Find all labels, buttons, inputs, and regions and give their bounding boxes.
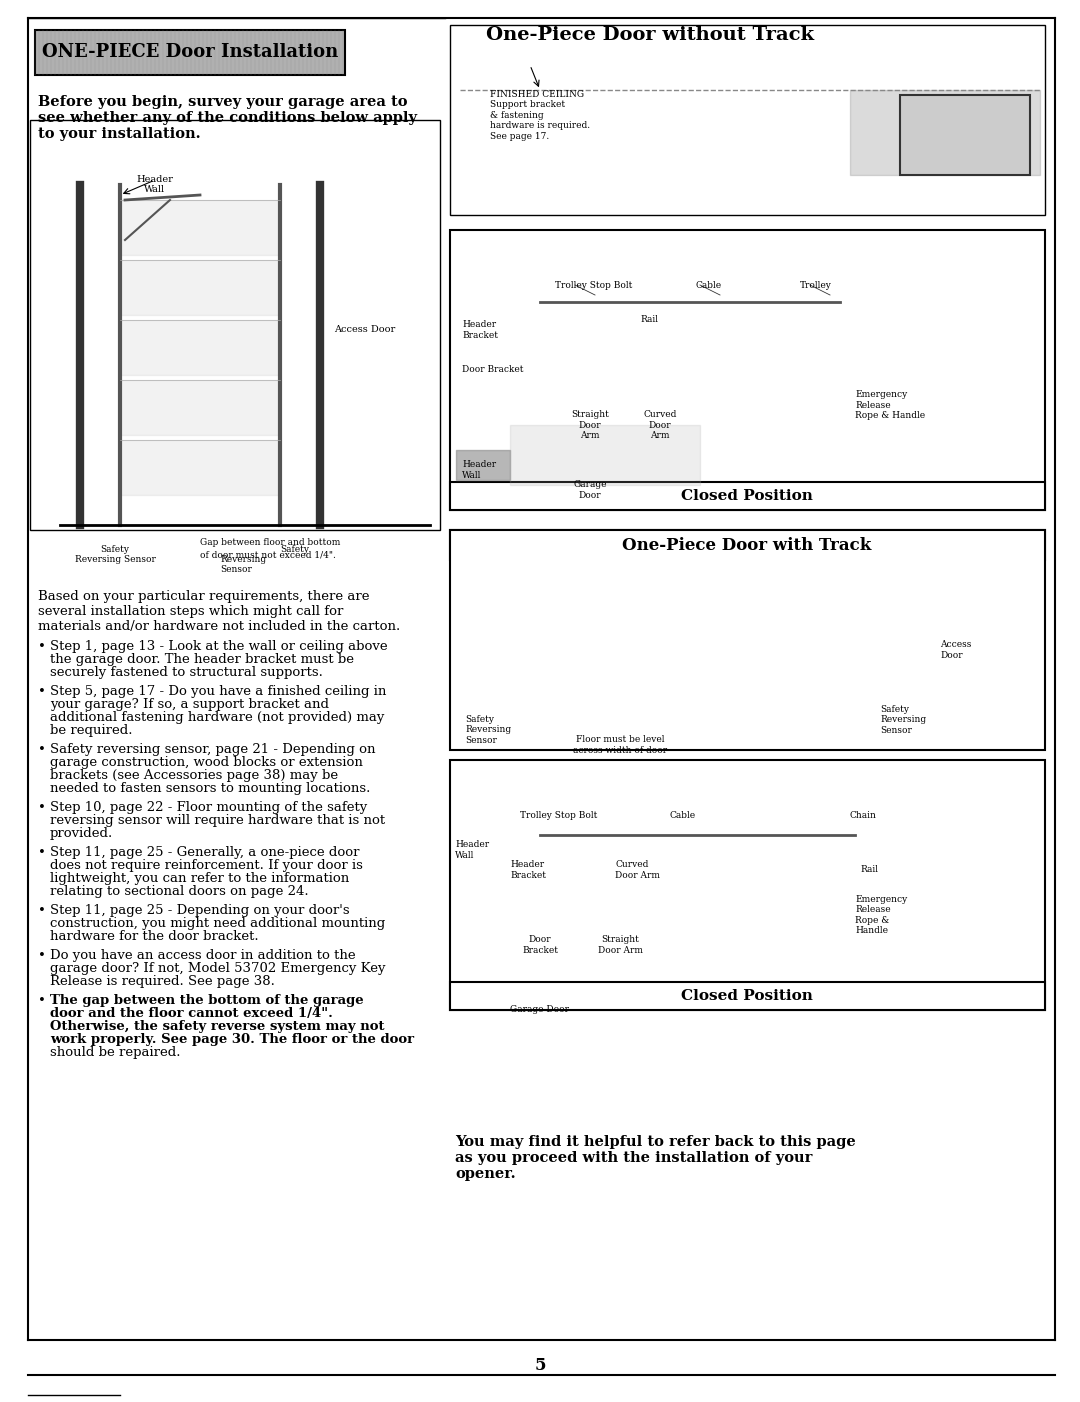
Text: Based on your particular requirements, there are
several installation steps whic: Based on your particular requirements, t… [38, 590, 401, 632]
Text: Before you begin, survey your garage area to
see whether any of the conditions b: Before you begin, survey your garage are… [38, 95, 417, 142]
Bar [450, 230, 1045, 510]
Bar [450, 25, 1045, 215]
Text: You may find it helpful to refer back to this page
as you proceed with the insta: You may find it helpful to refer back to… [455, 1136, 855, 1182]
Text: Straight
Door
Arm: Straight Door Arm [571, 411, 609, 440]
Text: Safety
Reversing
Sensor: Safety Reversing Sensor [880, 705, 927, 735]
Text: Header
Wall: Header Wall [455, 840, 489, 859]
FancyBboxPatch shape [35, 29, 345, 74]
Text: door and the floor cannot exceed 1/4".: door and the floor cannot exceed 1/4". [50, 1007, 333, 1021]
Text: hardware for the door bracket.: hardware for the door bracket. [50, 930, 258, 944]
Text: •: • [38, 904, 45, 917]
Text: Door Bracket: Door Bracket [462, 366, 524, 374]
Text: Emergency
Release
Rope &
Handle: Emergency Release Rope & Handle [855, 894, 907, 935]
Text: Chain: Chain [850, 810, 877, 820]
Bar [450, 981, 1045, 1009]
Text: Floor must be level
across width of door: Floor must be level across width of door [572, 735, 667, 754]
Text: 5: 5 [535, 1357, 545, 1374]
Text: garage door? If not, Model 53702 Emergency Key: garage door? If not, Model 53702 Emergen… [50, 962, 386, 974]
Text: FINISHED CEILING
Support bracket
& fastening
hardware is required.
See page 17.: FINISHED CEILING Support bracket & faste… [490, 90, 590, 140]
Text: Step 5, page 17 - Do you have a finished ceiling in: Step 5, page 17 - Do you have a finished… [50, 686, 387, 698]
Text: Access
Door: Access Door [940, 641, 971, 660]
Text: Step 1, page 13 - Look at the wall or ceiling above: Step 1, page 13 - Look at the wall or ce… [50, 639, 388, 653]
Text: ONE-PIECE Door Installation: ONE-PIECE Door Installation [42, 43, 338, 62]
Text: One-Piece Door without Track: One-Piece Door without Track [486, 27, 814, 43]
Text: •: • [38, 639, 45, 653]
Text: Safety
Reversing
Sensor: Safety Reversing Sensor [465, 715, 511, 744]
Text: Otherwise, the safety reverse system may not: Otherwise, the safety reverse system may… [50, 1021, 384, 1033]
Text: Reversing Sensor: Reversing Sensor [75, 555, 156, 564]
Text: •: • [38, 801, 45, 815]
Text: •: • [38, 949, 45, 962]
Bar [900, 95, 1030, 175]
Text: Emergency
Release
Rope & Handle: Emergency Release Rope & Handle [855, 390, 926, 421]
Text: Sensor: Sensor [220, 565, 252, 573]
Text: Closed Position: Closed Position [681, 988, 813, 1002]
Text: should be repaired.: should be repaired. [50, 1046, 180, 1059]
Text: Do you have an access door in addition to the: Do you have an access door in addition t… [50, 949, 355, 962]
Text: Header
Wall: Header Wall [136, 175, 174, 195]
Text: construction, you might need additional mounting: construction, you might need additional … [50, 917, 386, 930]
Text: Curved
Door
Arm: Curved Door Arm [644, 411, 677, 440]
Text: Rail: Rail [640, 315, 658, 324]
Text: Safety: Safety [100, 545, 130, 554]
Text: work properly. See page 30. The floor or the door: work properly. See page 30. The floor or… [50, 1033, 414, 1046]
Text: your garage? If so, a support bracket and: your garage? If so, a support bracket an… [50, 698, 329, 711]
Text: •: • [38, 686, 45, 698]
Text: Header
Bracket: Header Bracket [510, 861, 546, 879]
Text: Header
Wall: Header Wall [462, 460, 496, 479]
Text: needed to fasten sensors to mounting locations.: needed to fasten sensors to mounting loc… [50, 782, 370, 795]
Text: relating to sectional doors on page 24.: relating to sectional doors on page 24. [50, 885, 309, 899]
Text: securely fastened to structural supports.: securely fastened to structural supports… [50, 666, 323, 679]
Text: the garage door. The header bracket must be: the garage door. The header bracket must… [50, 653, 354, 666]
Text: Rail: Rail [860, 865, 878, 875]
Text: Gap between floor and bottom: Gap between floor and bottom [200, 538, 340, 547]
Text: Access Door: Access Door [334, 325, 395, 335]
Text: Straight
Door Arm: Straight Door Arm [597, 935, 643, 955]
Text: provided.: provided. [50, 827, 113, 840]
Bar [30, 121, 440, 530]
Text: additional fastening hardware (not provided) may: additional fastening hardware (not provi… [50, 711, 384, 723]
Text: Release is required. See page 38.: Release is required. See page 38. [50, 974, 275, 988]
Text: Step 11, page 25 - Generally, a one-piece door: Step 11, page 25 - Generally, a one-piec… [50, 845, 360, 859]
Bar [450, 482, 1045, 510]
Text: reversing sensor will require hardware that is not: reversing sensor will require hardware t… [50, 815, 386, 827]
Text: garage construction, wood blocks or extension: garage construction, wood blocks or exte… [50, 756, 363, 770]
Text: Header
Bracket: Header Bracket [462, 320, 498, 339]
Text: Cable: Cable [670, 810, 697, 820]
Text: Cable: Cable [696, 280, 721, 289]
Text: brackets (see Accessories page 38) may be: brackets (see Accessories page 38) may b… [50, 770, 338, 782]
Text: One-Piece Door with Track: One-Piece Door with Track [622, 537, 872, 554]
Bar [450, 760, 1045, 1009]
Text: The gap between the bottom of the garage: The gap between the bottom of the garage [50, 994, 364, 1007]
Text: Closed Position: Closed Position [681, 489, 813, 503]
Text: Trolley Stop Bolt: Trolley Stop Bolt [555, 280, 633, 289]
Text: Trolley Stop Bolt: Trolley Stop Bolt [519, 810, 597, 820]
Text: Curved
Door Arm: Curved Door Arm [615, 861, 660, 879]
Text: Trolley: Trolley [800, 280, 832, 289]
Text: •: • [38, 845, 45, 859]
Text: of door must not exceed 1/4".: of door must not exceed 1/4". [200, 550, 336, 559]
Text: Garage
Door: Garage Door [573, 481, 607, 499]
Text: be required.: be required. [50, 723, 133, 737]
Text: Safety reversing sensor, page 21 - Depending on: Safety reversing sensor, page 21 - Depen… [50, 743, 376, 756]
Bar [450, 530, 1045, 559]
Text: does not require reinforcement. If your door is: does not require reinforcement. If your … [50, 859, 363, 872]
Text: •: • [38, 994, 45, 1007]
Bar [450, 530, 1045, 750]
Text: Safety: Safety [280, 545, 309, 554]
Text: •: • [38, 743, 45, 756]
Text: Garage Door: Garage Door [511, 1005, 569, 1015]
Text: Door
Bracket: Door Bracket [522, 935, 558, 955]
Text: Step 10, page 22 - Floor mounting of the safety: Step 10, page 22 - Floor mounting of the… [50, 801, 367, 815]
Text: Reversing: Reversing [220, 555, 266, 564]
Text: lightweight, you can refer to the information: lightweight, you can refer to the inform… [50, 872, 349, 885]
Text: Step 11, page 25 - Depending on your door's: Step 11, page 25 - Depending on your doo… [50, 904, 350, 917]
